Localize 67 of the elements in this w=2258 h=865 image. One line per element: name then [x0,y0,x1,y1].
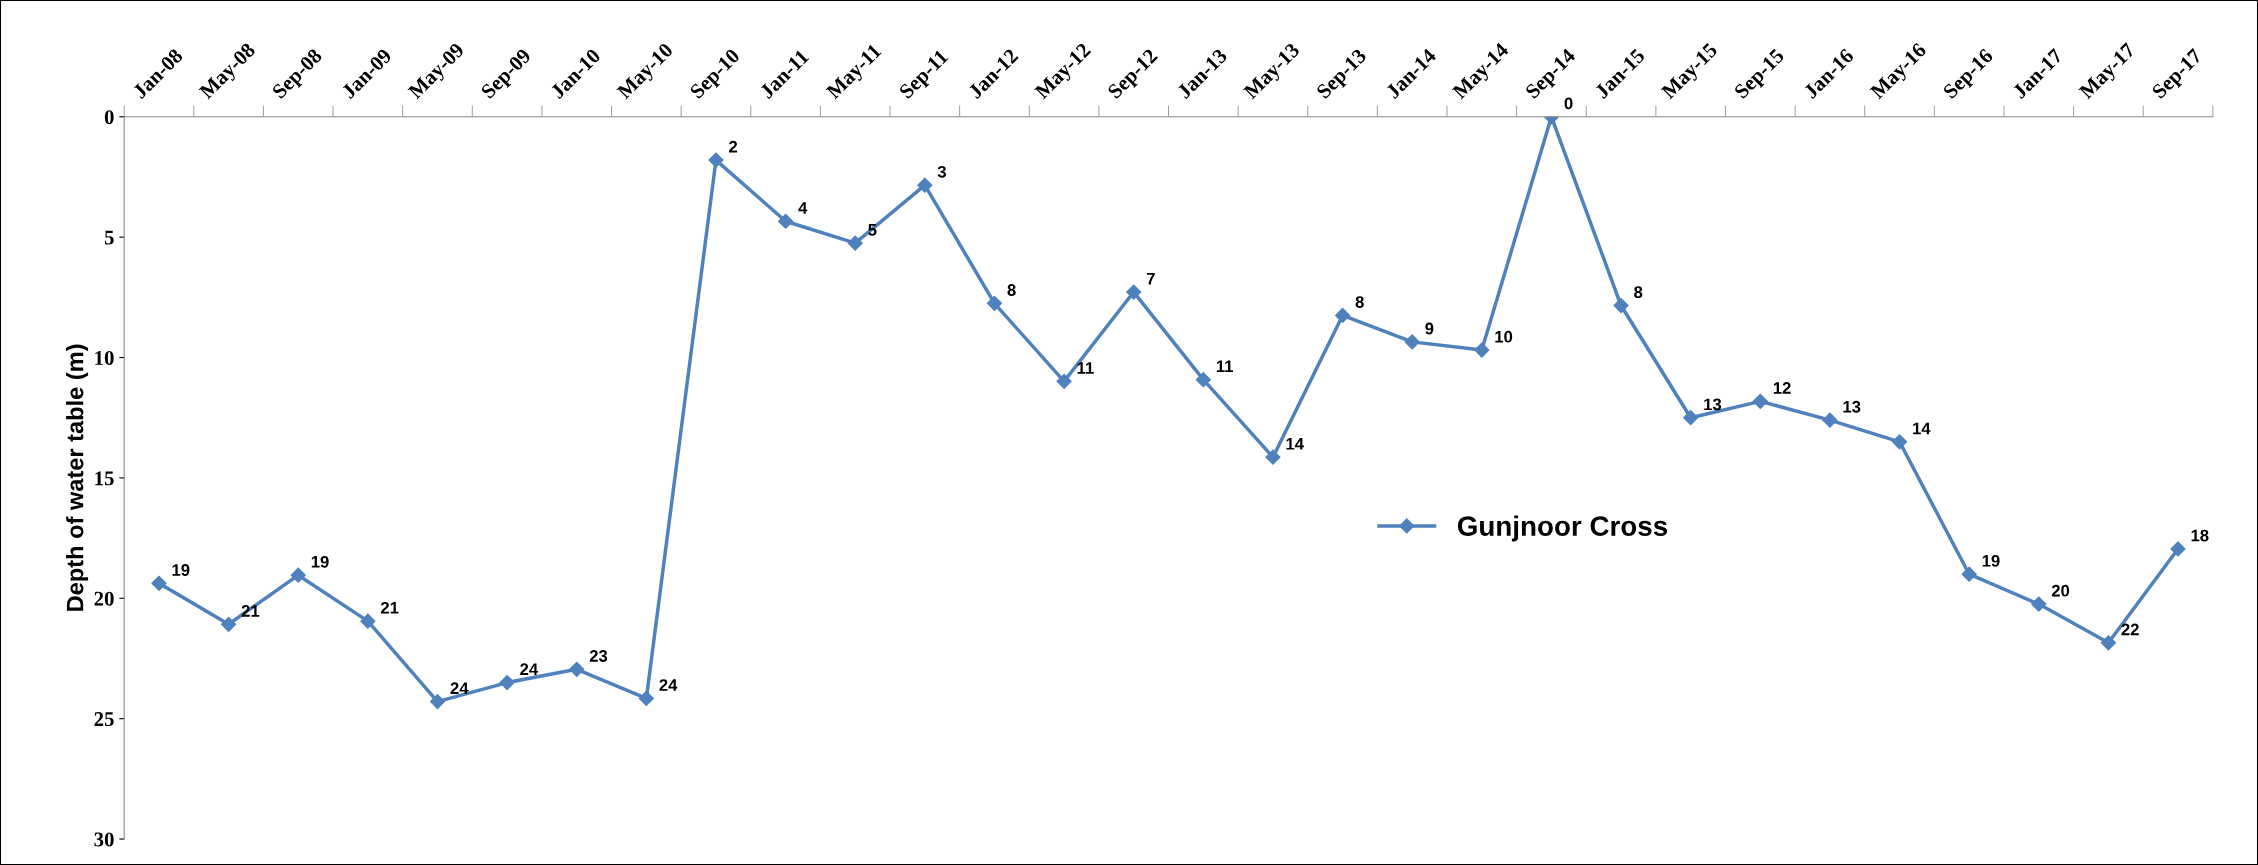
point [1613,297,1629,314]
data-label: 11 [1077,362,1094,374]
y-tick-label: 0 [104,110,114,125]
data-label: 24 [659,679,678,691]
data-label: 24 [450,682,469,694]
data-label: 14 [1913,422,1931,435]
data-label: 20 [2051,584,2070,597]
y-tick-label: 20 [94,591,114,606]
data-label: 8 [1355,296,1364,308]
point [2170,541,2186,557]
point [1961,566,1977,582]
data-label: 8 [1007,284,1016,296]
point [1891,434,1908,450]
y-tick-label: 25 [94,712,114,727]
point [1474,342,1490,358]
point [1195,372,1211,388]
data-label: 13 [1843,400,1861,413]
data-label: 13 [1704,398,1722,411]
point [708,152,724,168]
data-label: 24 [520,663,539,675]
data-label: 18 [2191,529,2209,542]
y-tick-label: 15 [95,471,114,486]
point [290,567,306,583]
data-label: 19 [311,555,329,568]
data-label: 11 [1216,360,1233,373]
point [1334,307,1351,323]
data-label: 8 [1634,286,1643,299]
point [569,661,585,677]
point [429,694,446,710]
point [1822,412,1838,428]
data-label: 22 [2121,623,2139,636]
data-label: 2 [729,140,738,153]
data-label: 19 [1982,554,2000,567]
point [221,616,237,632]
point [1752,393,1768,409]
data-label: 0 [1564,97,1573,110]
point [2100,635,2116,651]
point [1265,449,1281,465]
data-label: 5 [868,224,877,236]
data-label: 21 [380,601,399,614]
point [1126,284,1142,300]
point [638,690,654,707]
y-axis-title: Depth of water table (m) [66,344,89,611]
y-tick-label: 10 [95,350,114,365]
data-label: 3 [937,165,947,178]
data-label: 10 [1495,330,1513,343]
data-label: 14 [1286,438,1304,450]
data-label: 23 [589,650,608,662]
point [1683,410,1699,426]
point [1404,334,1420,350]
y-tick-label: 5 [104,230,114,245]
point [360,613,376,629]
data-label: 7 [1146,272,1155,285]
point [778,213,794,229]
point [151,575,167,591]
point [847,235,863,251]
legend-label: Gunjnoor Cross [1457,515,1668,542]
point [1056,373,1072,389]
point [986,295,1003,311]
data-label: 12 [1773,382,1791,394]
y-tick-label: 30 [94,832,114,847]
point [499,674,515,691]
data-label: 19 [172,564,190,576]
data-label: 4 [798,202,808,214]
point [2031,596,2047,612]
data-label: 9 [1425,322,1434,335]
point [917,177,933,193]
